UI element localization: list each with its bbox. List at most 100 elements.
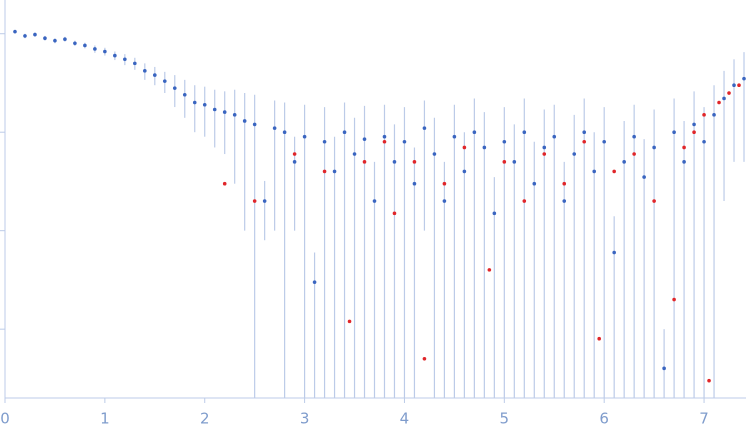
data-point xyxy=(412,160,417,164)
data-point xyxy=(212,107,217,112)
data-point xyxy=(347,319,352,324)
data-point xyxy=(582,139,587,144)
data-point xyxy=(312,280,317,284)
data-point xyxy=(222,110,227,114)
data-point xyxy=(612,250,616,255)
data-point xyxy=(742,76,746,81)
data-point xyxy=(702,113,706,117)
data-point xyxy=(702,139,706,144)
data-point xyxy=(682,160,686,164)
data-point xyxy=(737,83,741,88)
data-point xyxy=(692,122,696,127)
data-point xyxy=(562,199,567,203)
x-tick-label: 7 xyxy=(699,410,709,428)
data-point xyxy=(612,169,616,174)
x-tick-label: 4 xyxy=(400,410,410,428)
data-point xyxy=(632,152,636,156)
data-point xyxy=(292,160,297,164)
data-point xyxy=(23,34,27,38)
data-point xyxy=(582,130,587,135)
data-point xyxy=(592,169,597,174)
data-point xyxy=(602,139,606,144)
data-point xyxy=(472,130,477,135)
data-point xyxy=(252,199,257,203)
data-point xyxy=(712,113,716,117)
data-point xyxy=(222,181,227,186)
data-point xyxy=(292,152,297,156)
data-point xyxy=(442,199,447,203)
data-point xyxy=(133,61,137,66)
x-tick-label: 2 xyxy=(200,410,210,428)
data-point xyxy=(43,36,47,41)
data-point xyxy=(452,134,457,139)
data-point xyxy=(123,57,127,62)
data-point xyxy=(242,119,247,123)
data-point xyxy=(382,134,387,139)
data-point xyxy=(202,102,207,107)
data-point xyxy=(532,181,537,186)
data-point xyxy=(562,181,567,186)
data-point xyxy=(662,366,666,371)
x-tick-label: 5 xyxy=(500,410,510,428)
data-point xyxy=(522,130,527,135)
x-tick-label: 3 xyxy=(300,410,310,428)
x-tick-label: 1 xyxy=(100,410,110,428)
data-point xyxy=(722,96,726,101)
data-point xyxy=(143,69,147,73)
data-point xyxy=(622,160,626,164)
data-point xyxy=(402,139,407,144)
data-point xyxy=(682,145,686,150)
data-point xyxy=(362,137,367,141)
data-point xyxy=(432,152,437,156)
data-point xyxy=(272,126,277,130)
data-point xyxy=(262,199,267,203)
data-point xyxy=(502,160,507,164)
data-point xyxy=(372,199,377,203)
data-point xyxy=(252,122,257,127)
data-point xyxy=(392,211,397,216)
data-point xyxy=(672,297,676,302)
data-point xyxy=(462,145,467,150)
data-point xyxy=(572,152,577,156)
data-point xyxy=(352,152,357,156)
data-point xyxy=(422,126,427,130)
data-point xyxy=(342,130,347,135)
data-point xyxy=(642,175,646,179)
data-point xyxy=(412,181,417,186)
data-point xyxy=(322,139,327,144)
data-point xyxy=(282,130,287,135)
data-point xyxy=(73,41,77,46)
data-point xyxy=(302,134,307,139)
data-point xyxy=(93,47,97,51)
data-point xyxy=(33,32,37,37)
data-point xyxy=(63,37,67,41)
data-point xyxy=(597,336,601,341)
data-point xyxy=(482,145,487,150)
data-point xyxy=(103,49,107,54)
data-point xyxy=(462,169,467,174)
data-point xyxy=(732,83,736,88)
data-point xyxy=(652,199,656,203)
data-point xyxy=(492,211,497,216)
x-tick-label: 0 xyxy=(0,410,10,428)
data-point xyxy=(442,181,447,186)
data-point xyxy=(502,139,507,144)
data-point xyxy=(542,145,547,150)
data-point xyxy=(332,169,337,174)
data-point xyxy=(692,130,696,135)
data-point xyxy=(382,139,387,144)
data-point xyxy=(717,100,721,105)
data-point xyxy=(172,86,177,90)
data-point xyxy=(232,113,237,117)
data-point xyxy=(542,152,547,156)
data-point xyxy=(162,79,167,83)
x-tick-label: 6 xyxy=(599,410,609,428)
data-point xyxy=(392,160,397,164)
data-point xyxy=(322,169,327,174)
data-point xyxy=(512,160,517,164)
data-point xyxy=(53,38,57,43)
data-point xyxy=(727,91,731,95)
data-point xyxy=(487,268,492,272)
data-point xyxy=(362,160,367,164)
